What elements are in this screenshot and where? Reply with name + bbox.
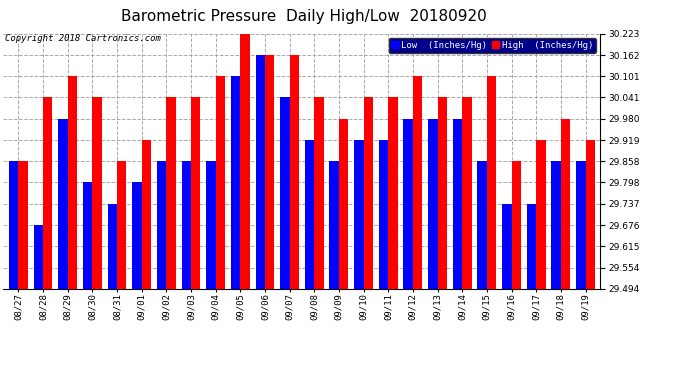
Bar — [339, 119, 348, 289]
Bar — [477, 161, 487, 289]
Bar — [462, 98, 471, 289]
Bar — [551, 161, 561, 289]
Bar — [92, 98, 101, 289]
Bar — [181, 161, 191, 289]
Text: Copyright 2018 Cartronics.com: Copyright 2018 Cartronics.com — [5, 34, 161, 43]
Bar — [379, 140, 388, 289]
Bar — [206, 161, 215, 289]
Legend: Low  (Inches/Hg), High  (Inches/Hg): Low (Inches/Hg), High (Inches/Hg) — [388, 38, 595, 53]
Text: Barometric Pressure  Daily High/Low  20180920: Barometric Pressure Daily High/Low 20180… — [121, 9, 486, 24]
Bar — [141, 140, 151, 289]
Bar — [9, 161, 18, 289]
Bar — [428, 119, 437, 289]
Bar — [240, 34, 250, 289]
Bar — [255, 55, 265, 289]
Bar — [502, 204, 511, 289]
Bar — [280, 98, 290, 289]
Bar — [34, 225, 43, 289]
Bar — [576, 161, 586, 289]
Bar — [157, 161, 166, 289]
Bar — [388, 98, 397, 289]
Bar — [305, 140, 314, 289]
Bar — [561, 119, 570, 289]
Bar — [364, 98, 373, 289]
Bar — [191, 98, 200, 289]
Bar — [487, 76, 496, 289]
Bar — [453, 119, 462, 289]
Bar — [108, 204, 117, 289]
Bar — [330, 161, 339, 289]
Bar — [265, 55, 274, 289]
Bar — [58, 119, 68, 289]
Bar — [166, 98, 175, 289]
Bar — [526, 204, 536, 289]
Bar — [83, 182, 92, 289]
Bar — [536, 140, 546, 289]
Bar — [511, 161, 521, 289]
Bar — [68, 76, 77, 289]
Bar — [290, 55, 299, 289]
Bar — [404, 119, 413, 289]
Bar — [231, 76, 240, 289]
Bar — [43, 98, 52, 289]
Bar — [437, 98, 447, 289]
Bar — [314, 98, 324, 289]
Bar — [117, 161, 126, 289]
Bar — [215, 76, 225, 289]
Bar — [132, 182, 141, 289]
Bar — [413, 76, 422, 289]
Bar — [586, 140, 595, 289]
Bar — [18, 161, 28, 289]
Bar — [354, 140, 364, 289]
